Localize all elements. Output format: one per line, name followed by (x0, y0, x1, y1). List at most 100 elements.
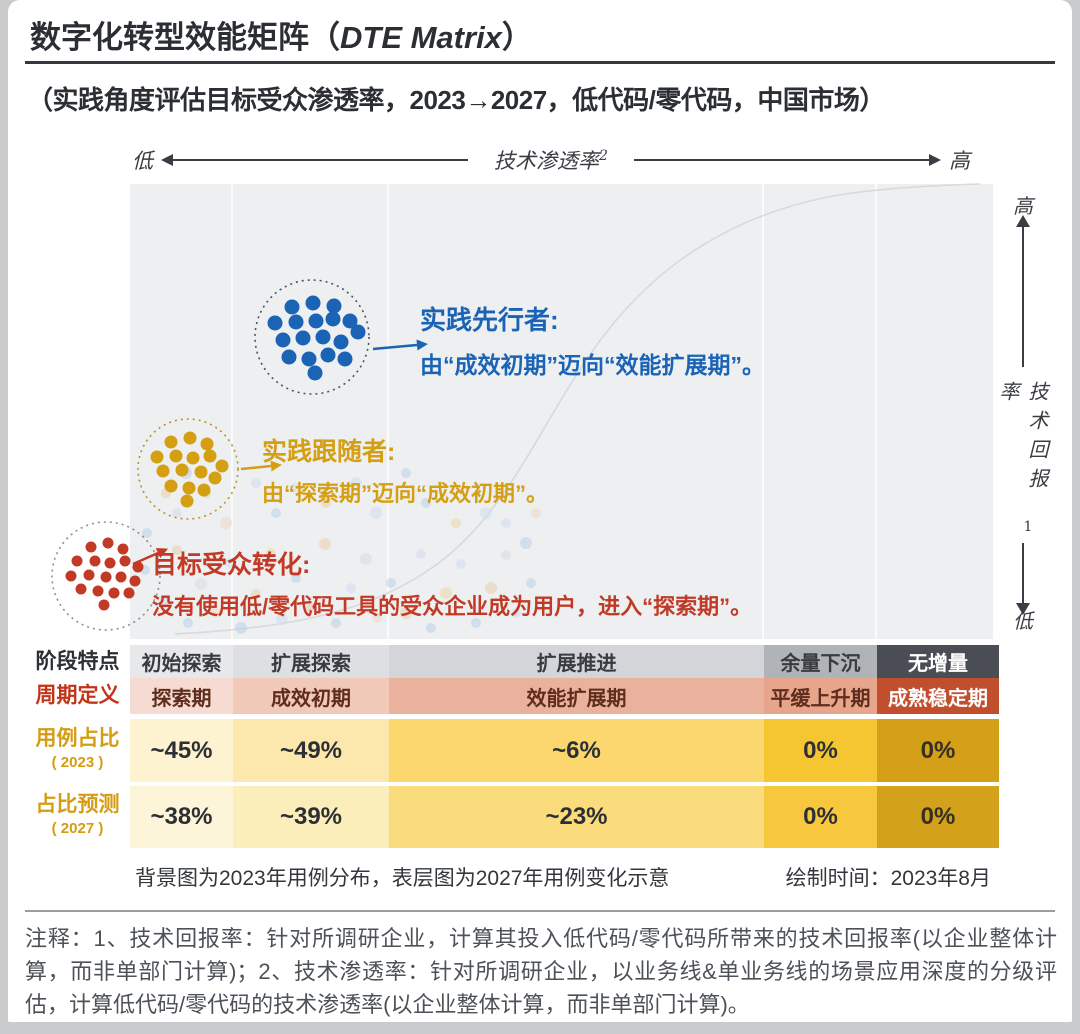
cluster-conversion-dot (98, 599, 110, 611)
background-dot (401, 468, 411, 478)
page-title: 数字化转型效能矩阵（DTE Matrix） (30, 12, 533, 57)
cluster-followers-arrow (240, 464, 272, 471)
title-paren-close: ） (501, 20, 533, 55)
background-dot (501, 550, 511, 560)
title-divider (25, 61, 1055, 64)
background-dot (183, 618, 193, 628)
background-dot (440, 587, 452, 599)
x-axis-high-label: 高 (949, 149, 971, 173)
cluster-conversion-ring (51, 521, 161, 631)
background-dot (251, 589, 261, 599)
cluster-conversion-dot (123, 587, 135, 599)
cluster-followers-title: 实践跟随者: (262, 438, 396, 466)
adoption-s-curve (174, 183, 981, 635)
x-axis: 低 技术渗透率2 高 (132, 143, 970, 177)
cluster-conversion-dot (85, 541, 97, 553)
table-cell-stage-4: 无增量 (877, 645, 999, 678)
notes-divider (25, 910, 1055, 912)
table-row-cycle: 周期定义 探索期 成效初期 效能扩展期 平缓上升期 成熟稳定期 (25, 678, 1001, 714)
cluster-conversion-dot (65, 570, 77, 582)
table-cell-cycle-3: 平缓上升期 (764, 678, 877, 714)
table-cell-share2027-2: ~23% (389, 786, 764, 848)
background-dot (480, 507, 492, 519)
background-dot (372, 613, 382, 623)
background-dot (386, 578, 396, 588)
row-label-text: 占比预测 (35, 793, 120, 816)
cluster-conversion-dot (89, 555, 101, 567)
cluster-pioneers-dot (342, 313, 358, 329)
cluster-conversion-desc: 没有使用低/零代码工具的受众企业成为用户，进入“探索期”。 (152, 594, 753, 619)
footer: 背景图为2023年用例分布，表层图为2027年用例变化示意 绘制时间：2023年… (135, 862, 991, 892)
cluster-pioneers-dot (308, 313, 324, 329)
x-axis-title: 技术渗透率2 (478, 145, 624, 175)
y-axis: 高 技术回报率 1 低 (995, 190, 1051, 634)
footer-legend-text: 背景图为2023年用例分布，表层图为2027年用例变化示意 (135, 867, 670, 890)
background-dot (471, 618, 481, 628)
cluster-followers-dot (183, 431, 197, 445)
table-cell-cycle-1: 成效初期 (233, 678, 389, 714)
cluster-conversion-arrowhead (155, 547, 169, 559)
background-dot (456, 559, 466, 569)
cluster-pioneers-dot (295, 330, 311, 346)
x-axis-low-label: 低 (132, 149, 153, 173)
cluster-pioneers-dot (288, 314, 304, 330)
y-axis-title: 技术回报率 (994, 381, 1052, 517)
row-label-year: ( 2023 ) (51, 753, 104, 771)
cluster-conversion-note: 目标受众转化: 没有使用低/零代码工具的受众企业成为用户，进入“探索期”。 (152, 545, 752, 621)
background-dot (142, 528, 152, 538)
background-dot (319, 538, 331, 550)
x-axis-left-arrow-icon (160, 154, 469, 166)
cluster-followers-dot (169, 449, 183, 463)
cluster-followers-dot (215, 459, 229, 473)
background-dot (210, 607, 220, 617)
stage-table: 阶段特点 初始探索 扩展探索 扩展推进 余量下沉 无增量 周期定义 探索期 成效初期 效能扩展期平… (25, 645, 1001, 848)
title-paren-open: （ (309, 20, 340, 55)
background-dot (195, 578, 207, 590)
subtitle: （实践角度评估目标受众渗透率，2023→2027，低代码/零代码，中国市场） (27, 85, 885, 115)
cluster-followers-note: 实践跟随者: 由“探索期”迈向“成效初期”。 (262, 432, 548, 508)
table-row-share2027: 占比预测( 2027 ) ~38% ~39% ~23% 0% 0% (25, 786, 1001, 848)
cluster-pioneers-dot (325, 311, 341, 327)
cluster-followers-dot (186, 451, 200, 465)
cluster-conversion-dot (104, 557, 116, 569)
x-axis-footnote: 2 (599, 148, 608, 164)
footnotes: 注释：1、技术回报率：针对所调研企业，计算其投入低代码/零代码所带来的技术回报率… (25, 926, 1057, 1017)
table-cell-cycle-0: 探索期 (130, 678, 233, 714)
cluster-followers-dot (200, 437, 214, 451)
cluster-pioneers-dot (320, 347, 336, 363)
matrix-plot (51, 183, 993, 639)
plot-background (130, 184, 993, 639)
cluster-conversion-dot (108, 587, 120, 599)
cluster-pioneers-dot (301, 351, 317, 367)
cluster-followers-dot (194, 465, 208, 479)
background-dot (501, 518, 511, 528)
row-label-cycle: 周期定义 (25, 678, 130, 714)
cluster-pioneers-title: 实践先行者: (420, 305, 559, 335)
cluster-pioneers-dot (281, 349, 297, 365)
cluster-conversion-dot (117, 543, 129, 555)
background-dot (291, 483, 301, 493)
cluster-followers-dot (208, 471, 222, 485)
cluster-conversion-title: 目标受众转化: (152, 551, 311, 579)
background-dot (172, 545, 182, 555)
cluster-conversion-dot (75, 583, 87, 595)
cluster-conversion-dot (83, 569, 95, 581)
background-dot (172, 508, 182, 518)
row-label-year: ( 2027 ) (51, 820, 104, 837)
background-dot (451, 518, 461, 528)
cluster-followers-dot (175, 463, 189, 477)
cluster-followers-dot (150, 450, 164, 464)
cluster-pioneers-dot (275, 332, 291, 348)
cluster-followers-ring (137, 418, 239, 520)
cluster-pioneers-arrow (372, 343, 418, 351)
background-dot (220, 517, 232, 529)
row-label-text: 周期定义 (35, 684, 120, 707)
table-cell-share2027-0: ~38% (130, 786, 233, 848)
y-axis-high-label: 高 (1013, 194, 1033, 218)
cluster-conversion-dot (102, 537, 114, 549)
table-cell-share2023-3: 0% (764, 719, 877, 782)
cluster-followers-desc: 由“探索期”迈向“成效初期”。 (262, 481, 549, 506)
row-label-share2023: 用例占比 ( 2023 ) (25, 719, 130, 782)
background-dot (276, 613, 288, 625)
y-axis-up-arrow-icon (1016, 214, 1030, 368)
